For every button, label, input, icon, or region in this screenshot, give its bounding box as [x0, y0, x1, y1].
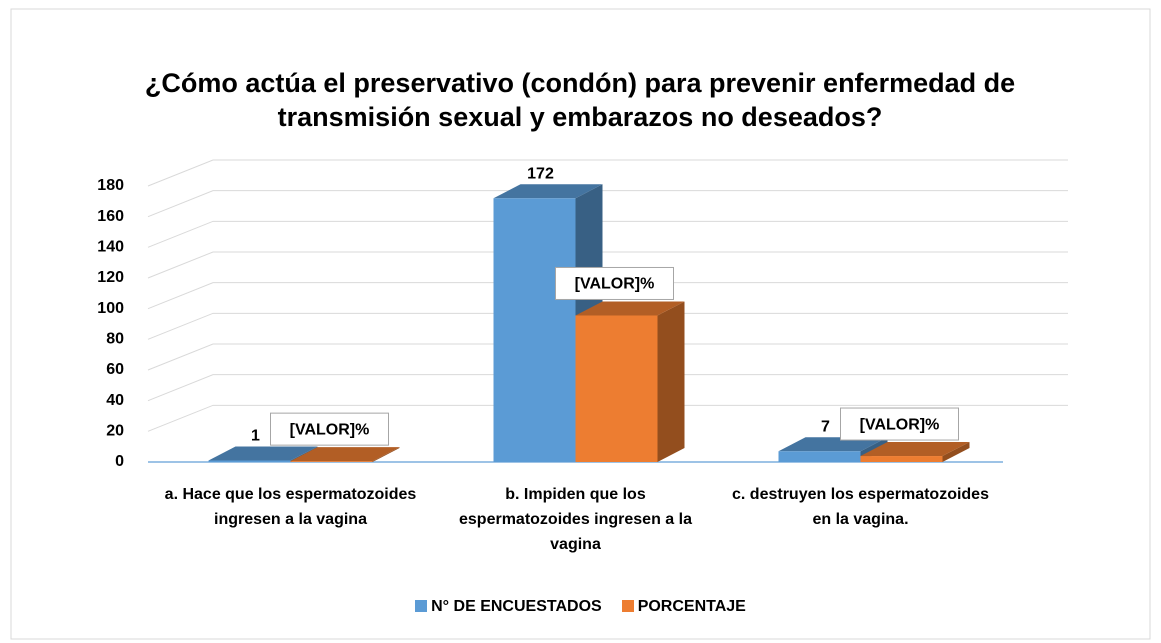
grid-line — [147, 159, 1068, 187]
bar-top — [208, 446, 318, 461]
data-label: 1 — [251, 428, 260, 445]
y-tick-label: 80 — [106, 331, 124, 348]
x-tick-label: b. Impiden que los espermatozoides ingre… — [459, 486, 692, 553]
data-label: [VALOR]% — [290, 421, 370, 438]
grid-line — [147, 190, 1068, 218]
data-label: [VALOR]% — [860, 416, 940, 433]
legend-item: PORCENTAJE — [621, 598, 746, 616]
bar — [290, 461, 373, 462]
y-tick-label: 180 — [97, 177, 124, 194]
chart-frame — [10, 8, 1151, 640]
data-label-box — [270, 412, 389, 446]
bar-top — [860, 442, 970, 457]
legend-swatch — [621, 600, 634, 612]
bar-side — [372, 447, 400, 462]
legend-item: N° DE ENCUESTADOS — [415, 598, 602, 616]
bar-top — [575, 301, 685, 316]
data-label-box — [555, 266, 674, 300]
bar — [575, 315, 658, 462]
grid-line — [147, 343, 1068, 371]
bar — [493, 198, 576, 462]
x-tick-label: a. Hace que los espermatozoides ingresen… — [164, 486, 417, 528]
y-tick-label: 40 — [106, 392, 124, 409]
bar — [778, 451, 861, 462]
y-tick-label: 140 — [97, 239, 124, 256]
y-tick-label: 100 — [97, 300, 124, 317]
y-tick-label: 0 — [115, 453, 124, 470]
grid-line — [147, 220, 1068, 248]
data-label: 7 — [821, 418, 830, 435]
legend-label: PORCENTAJE — [637, 598, 746, 615]
legend: N° DE ENCUESTADOS PORCENTAJE — [0, 598, 1161, 616]
legend-label: N° DE ENCUESTADOS — [431, 598, 602, 615]
x-tick-label: c. destruyen los espermatozoides en la v… — [732, 486, 989, 528]
bar-top — [778, 437, 888, 452]
bar-side — [942, 442, 970, 462]
bar-top — [493, 184, 603, 199]
grid-line — [147, 312, 1068, 340]
y-tick-label: 20 — [106, 423, 124, 440]
bar-side — [657, 301, 685, 462]
legend-swatch — [415, 600, 428, 612]
grid-line — [147, 404, 1068, 432]
data-label-box — [840, 407, 959, 441]
data-label: 172 — [527, 165, 554, 182]
chart-title: ¿Cómo actúa el preservativo (condón) par… — [144, 68, 1016, 132]
grid-line — [147, 251, 1068, 279]
data-label: [VALOR]% — [575, 276, 655, 293]
bar — [860, 456, 943, 462]
grid-line — [147, 282, 1068, 310]
y-tick-label: 160 — [97, 208, 124, 225]
y-tick-label: 60 — [106, 361, 124, 378]
bar-top — [290, 447, 400, 462]
y-tick-label: 120 — [97, 269, 124, 286]
bar — [208, 460, 291, 462]
grid-line — [147, 374, 1068, 402]
